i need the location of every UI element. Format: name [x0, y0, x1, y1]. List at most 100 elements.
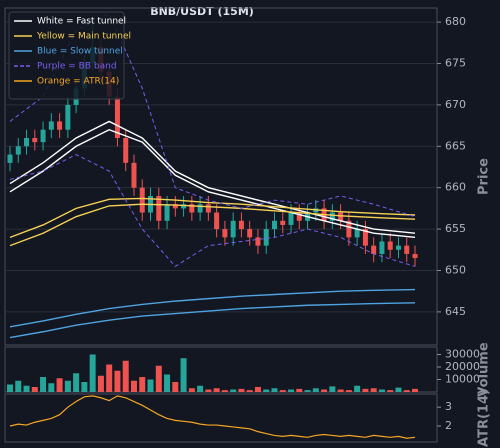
volume-bar: [172, 382, 179, 392]
candle-body: [7, 154, 13, 163]
y-tick-label: 2: [445, 419, 452, 432]
y-tick-label: 660: [445, 181, 466, 194]
y-tick-label: 665: [445, 139, 466, 152]
candle-body: [255, 237, 261, 246]
volume-bar: [304, 390, 311, 392]
candle-body: [205, 204, 211, 213]
volume-bar: [89, 354, 96, 392]
volume-bar: [81, 382, 88, 392]
candle-body: [346, 220, 352, 238]
volume-bar: [130, 380, 137, 392]
panel-frame: [4, 393, 438, 443]
volume-bar: [354, 385, 361, 392]
y-tick-label: 20000: [445, 360, 480, 373]
candle-body: [139, 187, 145, 213]
overlay-line: [9, 203, 416, 247]
panel-frame: [4, 346, 438, 393]
overlay-line: [9, 120, 416, 234]
y-tick-label: 670: [445, 98, 466, 111]
volume-bar: [147, 379, 154, 392]
overlay-line: [9, 128, 416, 239]
volume-bar: [230, 389, 237, 392]
candle-body: [379, 241, 385, 254]
volume-bar: [31, 387, 38, 392]
volume-bar: [122, 360, 129, 392]
chart-title: BNB/USDT (15M): [150, 5, 254, 18]
volume-bar: [337, 389, 344, 392]
legend-box: [8, 11, 125, 100]
volume-bar: [246, 390, 253, 392]
candle-body: [32, 137, 38, 143]
candle-body: [156, 195, 162, 221]
panel-frame: [4, 7, 438, 346]
y-axis-label: Volume: [477, 342, 492, 397]
candle-body: [197, 204, 203, 213]
volume-bar: [395, 387, 402, 392]
legend-label: Blue = Slow tunnel: [37, 47, 123, 57]
volume-bar: [56, 378, 63, 392]
volume-bar: [279, 390, 286, 392]
candle-body: [222, 229, 228, 238]
y-tick-label: 3: [445, 400, 452, 413]
volume-bar: [188, 388, 195, 392]
volume-bar: [48, 383, 55, 392]
volume-bar: [345, 390, 352, 392]
y-tick-label: 650: [445, 263, 466, 276]
candle-body: [288, 212, 294, 225]
candle-body: [404, 245, 410, 254]
legend-label: White = Fast tunnel: [37, 17, 126, 27]
candle-body: [48, 121, 54, 130]
legend-label: Purple = BB band: [37, 62, 117, 72]
volume-bar: [321, 389, 328, 392]
volume-bar: [197, 385, 204, 392]
volume-bar: [7, 384, 13, 392]
candle-body: [24, 137, 30, 147]
volume-bar: [106, 364, 113, 392]
volume-bar: [403, 390, 410, 392]
candle-body: [238, 220, 244, 230]
candle-body: [189, 204, 195, 213]
volume-bar: [370, 388, 377, 392]
volume-bar: [296, 388, 303, 392]
candle-body: [181, 204, 187, 209]
volume-bar: [254, 387, 261, 392]
legend-label: Orange = ATR(14): [37, 77, 119, 87]
legend-label: Yellow = Main tunnel: [36, 32, 131, 42]
volume-bar: [412, 388, 418, 392]
candle-body: [172, 204, 178, 209]
candle-body: [65, 104, 71, 130]
candle-body: [280, 220, 286, 225]
candle-body: [354, 229, 360, 238]
overlay-line: [9, 197, 416, 239]
y-tick-label: 30000: [445, 348, 480, 361]
y-axis-label: Price: [477, 158, 492, 195]
atr-line: [9, 395, 416, 439]
candle-body: [296, 212, 302, 221]
y-tick-label: 10000: [445, 373, 480, 386]
candle-body: [412, 253, 418, 259]
volume-bar: [64, 380, 71, 392]
candle-body: [214, 212, 220, 230]
volume-bar: [312, 388, 319, 392]
candle-body: [329, 212, 335, 221]
candle-body: [338, 212, 344, 221]
volume-bar: [387, 390, 394, 392]
candle-body: [271, 220, 277, 230]
volume-bar: [205, 389, 212, 392]
volume-bar: [378, 389, 385, 392]
volume-bar: [97, 375, 104, 392]
candle-body: [247, 229, 253, 238]
volume-bar: [23, 385, 30, 392]
candle-body: [57, 121, 63, 130]
volume-bar: [213, 388, 220, 392]
candle-body: [40, 129, 46, 143]
volume-bar: [114, 370, 121, 392]
overlay-line: [9, 288, 416, 328]
y-axis-label: ATR(14): [477, 389, 492, 447]
y-tick-label: 655: [445, 222, 466, 235]
volume-bar: [40, 377, 47, 392]
candle-body: [230, 220, 236, 238]
volume-bar: [155, 365, 162, 392]
volume-bar: [164, 374, 171, 392]
